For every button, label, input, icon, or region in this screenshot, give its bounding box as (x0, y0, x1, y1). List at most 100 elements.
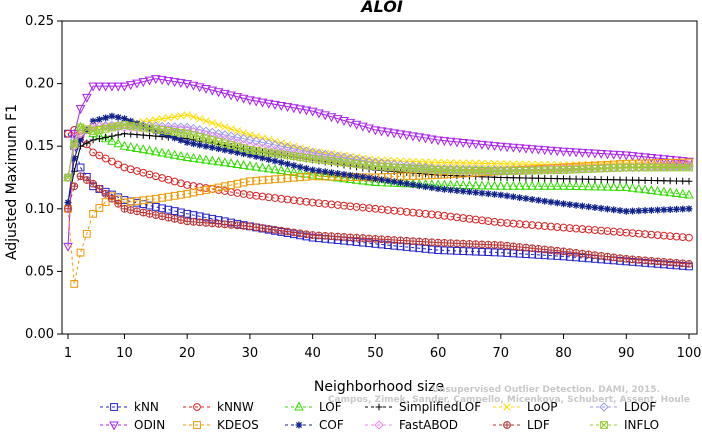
data-point (157, 76, 167, 86)
data-point (678, 158, 687, 167)
data-point (94, 82, 105, 92)
data-point (157, 147, 167, 157)
data-point (150, 75, 161, 85)
data-point (202, 134, 210, 143)
data-point (565, 224, 574, 232)
x-axis: 1 10 20 30 40 50 60 70 80 90 100 (64, 334, 701, 361)
data-point (351, 174, 362, 184)
data-point (546, 146, 556, 156)
data-point (509, 174, 517, 182)
data-point (440, 170, 449, 179)
y-tick-label: 0.20 (25, 77, 54, 92)
data-point (597, 252, 606, 260)
data-point (477, 140, 487, 150)
data-point (326, 150, 337, 161)
data-point (496, 248, 505, 257)
data-point (83, 127, 91, 134)
data-point (390, 236, 399, 244)
data-point (572, 201, 580, 209)
data-point (599, 402, 609, 412)
data-point (654, 206, 662, 214)
data-point (101, 189, 110, 198)
data-point (189, 218, 198, 226)
data-point (320, 149, 330, 160)
data-point (264, 175, 273, 184)
data-point (226, 131, 236, 141)
data-point (426, 135, 437, 145)
data-point (558, 147, 569, 157)
data-point (572, 175, 580, 183)
data-point (189, 113, 198, 121)
data-point (673, 205, 680, 213)
x-tick-label: 60 (430, 346, 447, 361)
data-point (257, 98, 268, 108)
data-point (652, 154, 663, 164)
data-point (194, 83, 205, 93)
legend-item-LDOF: LDOF (590, 400, 656, 414)
data-point (296, 173, 304, 182)
data-point (81, 93, 92, 103)
data-point (534, 245, 543, 253)
data-point (409, 237, 417, 245)
data-point (415, 182, 423, 190)
data-point (138, 78, 149, 88)
data-point (509, 219, 518, 228)
data-point (590, 149, 600, 159)
data-point (528, 196, 536, 203)
legend-label: LOF (319, 400, 342, 414)
data-point (491, 191, 498, 198)
legend-item-KDEOS: KDEOS (183, 418, 259, 432)
data-point (666, 158, 675, 167)
data-point (307, 147, 318, 158)
data-point (508, 180, 519, 190)
data-point (641, 256, 649, 265)
data-point (152, 116, 160, 124)
data-point (539, 180, 550, 190)
data-point (503, 403, 511, 411)
data-point (158, 115, 166, 123)
data-point (521, 180, 531, 190)
data-point (472, 189, 480, 196)
data-point (389, 159, 399, 170)
data-point (110, 403, 118, 411)
data-point (183, 129, 192, 138)
data-point (183, 209, 192, 218)
data-point (597, 176, 605, 183)
data-point (685, 260, 693, 268)
data-point (145, 209, 154, 218)
data-point (515, 220, 524, 228)
data-point (553, 175, 561, 183)
data-point (514, 180, 525, 190)
data-point (547, 175, 555, 182)
data-point (290, 162, 298, 169)
data-point (152, 127, 160, 135)
data-point (647, 257, 656, 265)
data-point (679, 177, 687, 185)
data-point (125, 81, 136, 91)
data-point (509, 193, 517, 201)
data-point (150, 146, 161, 156)
data-point (590, 181, 600, 191)
data-point (539, 146, 550, 156)
data-point (295, 421, 303, 429)
data-point (370, 126, 381, 136)
data-point (265, 156, 273, 163)
data-point (113, 138, 124, 148)
data-point (145, 195, 154, 204)
data-point (176, 150, 186, 160)
data-point (121, 115, 128, 123)
data-point (183, 189, 192, 198)
data-point (233, 221, 242, 230)
data-point (409, 157, 417, 166)
data-point (440, 246, 449, 255)
legend-label: SimplifiedLOF (399, 400, 481, 414)
data-point (307, 169, 318, 179)
data-point (434, 158, 442, 167)
legend-item-kNNW: kNNW (183, 400, 254, 414)
data-point (627, 152, 638, 162)
data-point (578, 249, 587, 258)
data-point (145, 201, 154, 210)
data-point (609, 227, 618, 236)
data-point (666, 232, 675, 240)
data-point (170, 207, 179, 215)
